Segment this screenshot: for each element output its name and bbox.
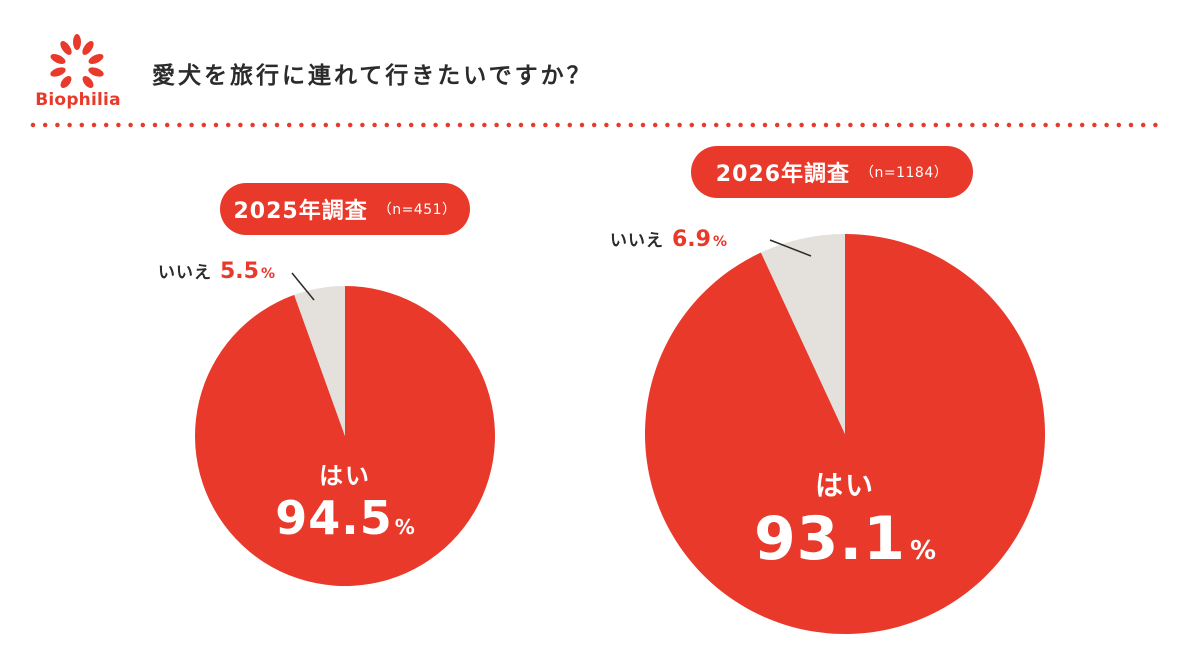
sample-size: （n=451） bbox=[377, 202, 457, 218]
leader-line bbox=[291, 272, 315, 301]
logo-text: Biophilia bbox=[35, 90, 121, 110]
sample-size: （n=1184） bbox=[860, 165, 949, 181]
survey-title: 2025年調査 bbox=[233, 199, 368, 224]
leader-line bbox=[769, 239, 812, 257]
answer-label: いいえ bbox=[610, 231, 664, 251]
page-title: 愛犬を旅行に連れて行きたいですか？ bbox=[152, 63, 593, 89]
answer-label: いいえ bbox=[158, 263, 212, 283]
survey-2026-badge: 2026年調査 （n=1184） bbox=[691, 146, 973, 198]
pie-slice-yes bbox=[194, 286, 495, 586]
answer-value: 94.5 bbox=[275, 491, 393, 545]
answer-label: はい bbox=[319, 462, 371, 490]
percent-unit: % bbox=[260, 266, 276, 282]
biophilia-logo: Biophilia bbox=[28, 26, 128, 116]
no-slice-label: いいえ 5.5 % bbox=[158, 258, 275, 284]
percent-unit: % bbox=[712, 234, 728, 250]
no-slice-label: いいえ 6.9 % bbox=[610, 226, 727, 252]
survey-2025-badge: 2025年調査 （n=451） bbox=[220, 183, 470, 235]
answer-value: 6.9 bbox=[672, 227, 711, 252]
answer-label: はい bbox=[814, 469, 875, 502]
wreath-icon bbox=[50, 34, 104, 88]
yes-slice-label: はい 94.5% bbox=[245, 456, 445, 545]
survey-title: 2026年調査 bbox=[715, 162, 850, 187]
answer-value: 5.5 bbox=[220, 259, 259, 284]
answer-value: 93.1 bbox=[753, 504, 906, 574]
percent-unit: % bbox=[394, 515, 415, 539]
percent-unit: % bbox=[909, 536, 937, 566]
pie-slice-no bbox=[760, 234, 845, 434]
pie-slice-no bbox=[294, 286, 345, 436]
yes-slice-label: はい 93.1% bbox=[735, 464, 955, 574]
